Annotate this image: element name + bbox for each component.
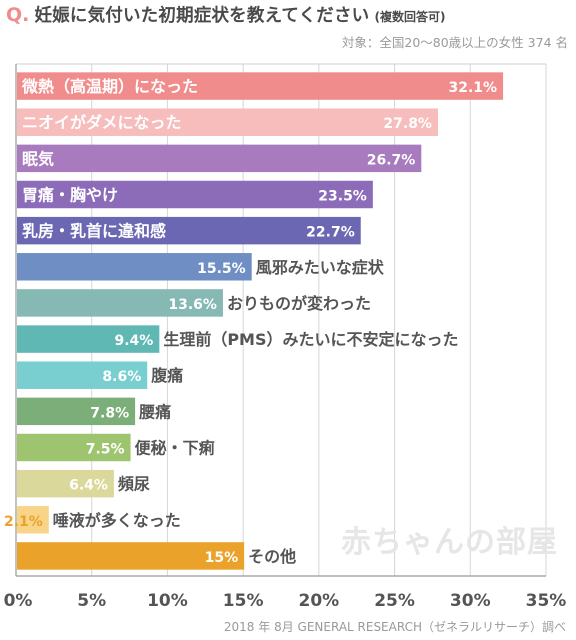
watermark-logo: 赤ちゃんの部屋: [341, 525, 558, 560]
bar: [17, 216, 361, 245]
bar: [17, 253, 252, 281]
bar-value-label: 15.5%: [197, 261, 246, 277]
bar-value-label: 22.7%: [306, 225, 355, 241]
question-mark-label: Q.: [6, 4, 30, 26]
bar-category-label: 便秘・下痢: [135, 439, 215, 458]
bar-category-label: 腹痛: [151, 366, 183, 385]
bar-category-label: ニオイがダメになった: [22, 113, 182, 132]
x-tick-label: 10%: [147, 591, 188, 611]
bar: [17, 144, 422, 173]
chart-title: Q. 妊娠に気付いた初期症状を教えてください (複数回答可): [6, 2, 572, 28]
bar: [17, 506, 49, 534]
bar: [17, 397, 136, 426]
bar-category-label: 胃痛・胸やけ: [22, 186, 118, 205]
bar-value-label: 6.4%: [69, 478, 108, 494]
bar-value-label: 7.8%: [90, 405, 129, 421]
bar: [17, 433, 131, 462]
bar: [17, 108, 438, 136]
bar-category-label: その他: [248, 547, 296, 566]
x-tick-label: 20%: [299, 591, 340, 611]
bar: [17, 542, 245, 570]
bar-category-label: 眠気: [22, 149, 54, 168]
bar: [17, 469, 114, 498]
x-tick-label: 5%: [77, 591, 106, 611]
title-text: 妊娠に気付いた初期症状を教えてください: [34, 6, 370, 26]
bar-value-label: 23.5%: [318, 189, 367, 205]
bar-category-label: 生理前（PMS）みたいに不安定になった: [163, 330, 458, 349]
x-tick-label: 0%: [4, 591, 33, 611]
bar-value-label: 27.8%: [383, 116, 432, 132]
bar-category-label: 微熱（高温期）になった: [21, 77, 198, 96]
bar-value-label: 8.6%: [102, 369, 141, 385]
bar-category-label: 腰痛: [139, 402, 171, 421]
bar-category-label: 頻尿: [118, 475, 150, 494]
bar: [17, 180, 373, 209]
x-tick-label: 30%: [450, 591, 491, 611]
bar-category-label: 風邪みたいな症状: [256, 258, 385, 277]
source-note: 2018 年 8月 GENERAL RESEARCH（ゼネラルリサーチ）調べ: [223, 620, 566, 634]
bar: [17, 72, 504, 100]
title-note: (複数回答可): [374, 10, 446, 24]
bar: [17, 289, 223, 317]
bar-category-label: 乳房・乳首に違和感: [22, 222, 166, 241]
bar-value-label: 32.1%: [449, 80, 498, 96]
bar-value-label: 9.4%: [115, 333, 154, 349]
x-tick-label: 25%: [374, 591, 415, 611]
bar-value-label: 2.1%: [4, 514, 43, 530]
bar-value-label: 13.6%: [168, 297, 217, 313]
bar: [17, 325, 160, 353]
bar-value-label: 15%: [205, 550, 239, 566]
x-tick-label: 15%: [223, 591, 264, 611]
bar-value-label: 7.5%: [86, 442, 125, 458]
chart-subtitle: 対象：全国20～80歳以上の女性 374 名: [341, 35, 568, 50]
bar-category-label: 唾液が多くなった: [53, 511, 181, 530]
bar: [17, 361, 148, 389]
bar-category-label: おりものが変わった: [227, 294, 371, 313]
x-tick-label: 35%: [526, 591, 567, 611]
bar-value-label: 26.7%: [367, 152, 416, 168]
